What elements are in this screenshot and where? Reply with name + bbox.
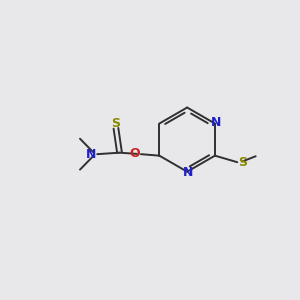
Text: N: N [211, 116, 221, 130]
Text: N: N [86, 148, 97, 161]
Text: O: O [130, 147, 140, 161]
Text: S: S [238, 156, 247, 169]
Text: S: S [111, 117, 120, 130]
Text: N: N [183, 166, 193, 179]
